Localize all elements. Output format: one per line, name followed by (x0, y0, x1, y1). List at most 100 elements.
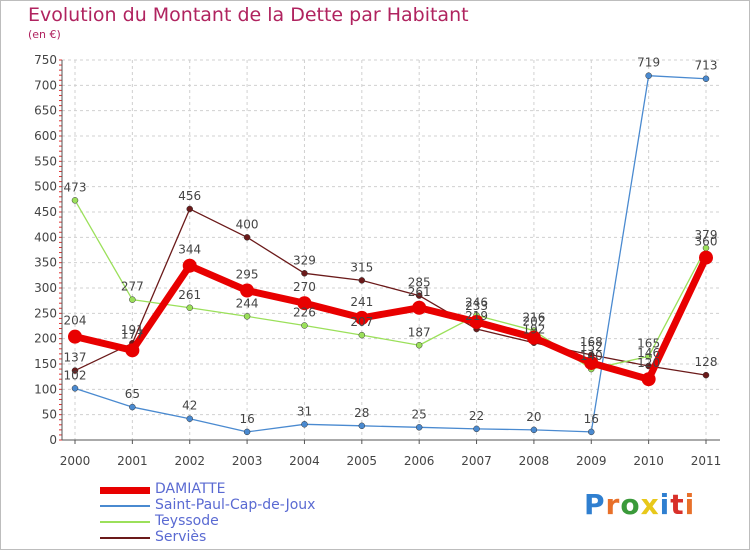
data-label: 192 (522, 323, 545, 337)
logo-letter: t (670, 488, 685, 521)
data-label: 42 (182, 399, 197, 413)
data-point (473, 425, 480, 433)
logo-letter: P (584, 488, 606, 521)
chart-title: Evolution du Montant de la Dette par Hab… (28, 4, 469, 26)
data-label: 187 (408, 325, 431, 339)
legend-label: Saint-Paul-Cap-de-Joux (155, 497, 316, 513)
data-label: 219 (465, 309, 488, 323)
data-label: 20 (526, 410, 541, 424)
x-tick-label: 2011 (691, 454, 722, 468)
data-point (358, 277, 366, 284)
data-point (129, 296, 136, 303)
data-label: 16 (584, 412, 599, 426)
series-line (74, 256, 710, 383)
data-label: 244 (236, 296, 259, 310)
data-point (358, 422, 366, 430)
data-label: 277 (121, 280, 144, 294)
data-point (129, 403, 136, 411)
x-tick-label: 2006 (404, 454, 435, 468)
legend-swatch (100, 505, 150, 507)
data-label: 102 (64, 368, 87, 382)
data-label: 207 (350, 315, 373, 329)
series-line (74, 200, 707, 370)
data-label: 25 (412, 407, 427, 421)
logo-letter: i (684, 488, 696, 521)
legend-item: Saint-Paul-Cap-de-Joux (100, 497, 360, 514)
data-label: 315 (350, 260, 373, 274)
legend-label: DAMIATTE (155, 481, 226, 497)
data-label: 16 (239, 412, 254, 426)
x-tick-label: 2005 (347, 454, 378, 468)
data-label: 233 (465, 299, 488, 313)
data-point (68, 329, 82, 344)
y-tick-label: 700 (34, 78, 57, 92)
data-label: 261 (178, 288, 201, 302)
y-tick-label: 450 (34, 205, 57, 219)
data-point (243, 313, 251, 320)
data-label: 329 (293, 253, 316, 267)
data-point (71, 367, 79, 374)
x-tick-label: 2009 (576, 454, 607, 468)
data-point (301, 421, 308, 428)
legend-item: Teyssode (100, 513, 360, 530)
data-label: 120 (637, 356, 660, 370)
y-tick-label: 500 (34, 180, 57, 194)
data-label: 31 (297, 404, 312, 418)
y-tick-label: 600 (34, 129, 57, 143)
x-tick-label: 2003 (232, 454, 263, 468)
y-tick-label: 250 (34, 306, 57, 320)
data-label: 400 (236, 217, 259, 231)
data-point (412, 300, 427, 315)
data-label: 152 (580, 340, 603, 354)
data-label: 137 (64, 351, 87, 365)
data-label: 204 (64, 314, 87, 328)
y-tick-label: 0 (49, 433, 57, 447)
data-point (530, 426, 538, 434)
x-tick-label: 2008 (519, 454, 550, 468)
data-label: 22 (469, 409, 484, 423)
data-label: 379 (695, 228, 718, 242)
y-tick-label: 750 (34, 53, 57, 67)
y-tick-label: 550 (34, 154, 57, 168)
data-point (702, 75, 710, 82)
legend-swatch (100, 537, 150, 539)
data-point (526, 330, 541, 345)
data-point (71, 385, 79, 392)
data-label: 473 (64, 180, 87, 194)
x-tick-label: 2001 (117, 454, 148, 468)
data-label: 146 (637, 346, 660, 360)
x-tick-label: 2004 (289, 454, 320, 468)
data-label: 177 (121, 327, 144, 341)
data-point (702, 371, 710, 379)
data-label: 344 (178, 243, 201, 257)
data-point (415, 342, 423, 349)
y-tick-label: 400 (34, 230, 57, 244)
x-tick-label: 2002 (174, 454, 205, 468)
data-label: 285 (408, 276, 431, 290)
x-tick-label: 2010 (633, 454, 664, 468)
legend-item: DAMIATTE (100, 481, 360, 498)
data-label: 191 (121, 323, 144, 337)
y-tick-label: 200 (34, 332, 57, 346)
series-line (74, 208, 707, 376)
data-point (358, 331, 366, 339)
data-label: 456 (178, 189, 201, 203)
x-tick-label: 2007 (461, 454, 492, 468)
data-point (415, 424, 423, 431)
data-label: 270 (293, 280, 316, 294)
y-tick-label: 50 (42, 408, 57, 422)
proxiti-logo: Proxiti (584, 488, 695, 521)
legend-label: Teyssode (155, 513, 219, 529)
data-point (243, 234, 251, 241)
data-label: 360 (695, 235, 718, 249)
legend-label: Serviès (155, 529, 207, 545)
data-point (354, 310, 369, 325)
logo-letter: r (605, 488, 621, 521)
data-label: 261 (408, 285, 431, 299)
y-tick-label: 150 (34, 357, 57, 371)
y-tick-label: 650 (34, 104, 57, 118)
data-label: 246 (465, 295, 488, 309)
data-label: 128 (695, 355, 718, 369)
data-point (186, 415, 193, 422)
data-point (182, 258, 197, 273)
